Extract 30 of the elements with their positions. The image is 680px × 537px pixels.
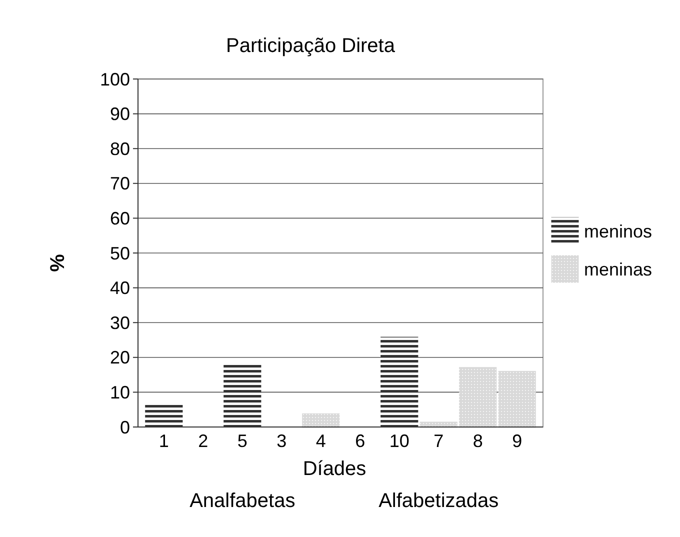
bar [498, 370, 536, 428]
x-tick-label: 7 [434, 431, 444, 451]
y-tick-label: 10 [110, 382, 130, 402]
x-tick-label: 2 [198, 431, 208, 451]
y-tick-label: 70 [110, 174, 130, 194]
legend-label: meninos [584, 221, 652, 242]
y-tick-label: 50 [110, 243, 130, 264]
y-tick-label: 90 [110, 104, 130, 124]
chart-title: Participação Direta [226, 35, 396, 57]
y-axis-title: % [47, 254, 69, 272]
x-tick-label: 10 [389, 431, 410, 451]
x-tick-label: 1 [158, 431, 169, 451]
text: Alfabetizadas [378, 490, 499, 512]
x-tick-label: 8 [472, 431, 483, 451]
bar [302, 413, 340, 428]
legend-label: meninas [584, 259, 652, 280]
y-tick-label: 100 [100, 69, 130, 90]
y-tick-label: 80 [110, 138, 130, 159]
x-tick-label: 3 [276, 431, 287, 451]
y-tick-label: 30 [110, 312, 130, 333]
x-tick-label: 9 [512, 431, 522, 451]
x-tick-label: 4 [316, 431, 326, 451]
x-tick-label: 5 [237, 431, 248, 451]
text: Analfabetas [190, 490, 296, 512]
x-tick-label: 6 [355, 431, 366, 451]
y-tick-label: 20 [110, 348, 130, 368]
y-tick-label: 60 [110, 208, 130, 228]
y-tick-label: 40 [110, 278, 130, 298]
y-tick-label: 0 [120, 417, 130, 438]
x-axis-title: Díades [302, 458, 366, 480]
